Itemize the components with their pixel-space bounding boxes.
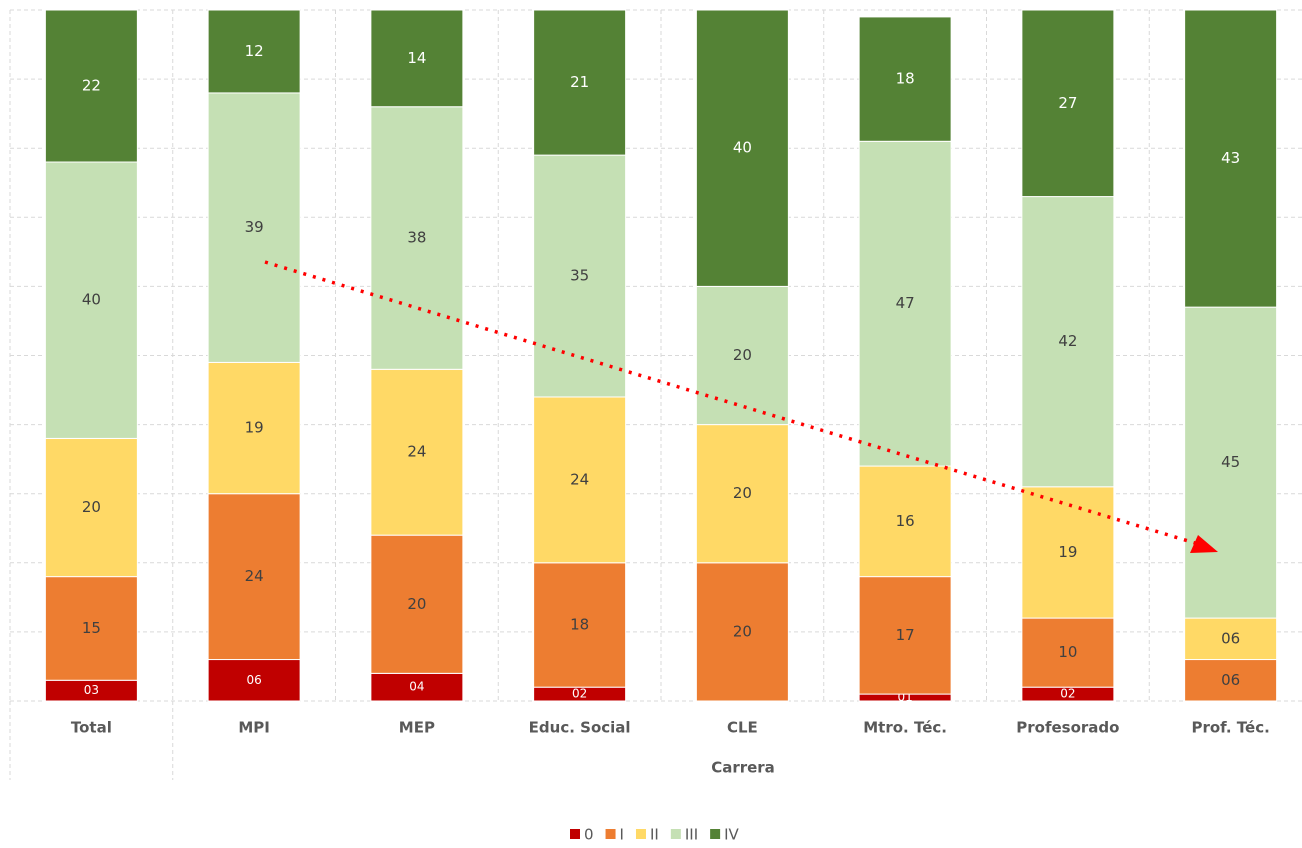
data-label: 04 (409, 680, 424, 694)
data-label: 12 (245, 42, 264, 60)
data-label: 24 (407, 443, 426, 461)
data-label: 20 (733, 622, 752, 640)
data-label: 21 (570, 73, 589, 91)
bar-segment (1021, 617, 1115, 688)
bar-segment (858, 140, 952, 467)
bar-segment (207, 361, 301, 495)
bar-segment (1021, 9, 1115, 198)
data-label: 38 (407, 229, 426, 247)
bar-segment (695, 285, 789, 426)
bar-segment (1184, 659, 1278, 702)
data-label: 27 (1058, 94, 1077, 112)
data-label: 03 (84, 683, 99, 697)
data-label: 19 (245, 419, 264, 437)
bar-segment (1184, 617, 1278, 661)
data-label: 45 (1221, 453, 1240, 471)
legend-swatch (605, 829, 616, 839)
data-label: 16 (896, 512, 915, 530)
bar-segment (44, 576, 138, 681)
bar-segment (533, 562, 627, 688)
legend-label: IV (724, 826, 739, 844)
bar-segment (370, 368, 464, 536)
data-label: 06 (246, 673, 261, 687)
bar-segment (370, 106, 464, 370)
legend-swatch (670, 829, 681, 839)
data-label: 19 (1058, 543, 1077, 561)
bar-segment (1184, 306, 1278, 619)
trend-arrow (264, 260, 1196, 545)
bar-segment (44, 437, 138, 578)
x-tick-label: Educ. Social (529, 719, 631, 737)
bar-segment (533, 154, 627, 398)
data-label: 02 (1060, 687, 1075, 701)
bar-segment (1021, 196, 1115, 488)
data-label: 20 (733, 484, 752, 502)
data-label: 24 (570, 470, 589, 488)
bar-segment (370, 9, 464, 108)
bar-segment (695, 424, 789, 564)
data-label: 14 (407, 49, 426, 67)
bar-segment (695, 562, 789, 702)
bar-segment (533, 396, 627, 564)
bar-segment (858, 465, 952, 578)
bar-segment (695, 9, 789, 287)
data-label: 43 (1221, 149, 1240, 167)
bar-segment (533, 9, 627, 156)
data-label: 40 (733, 139, 752, 157)
data-label: 17 (896, 626, 915, 644)
x-axis-label: Carrera (711, 759, 775, 777)
bar-segment (858, 16, 952, 142)
data-label: 02 (572, 687, 587, 701)
legend-swatch (635, 829, 646, 839)
trend-arrowhead (1190, 535, 1218, 553)
data-label: 24 (245, 567, 264, 585)
data-label: 47 (896, 294, 915, 312)
bar-segment (207, 493, 301, 661)
x-tick-label: MEP (399, 719, 435, 737)
data-label: 15 (82, 619, 101, 637)
data-label: 06 (1221, 671, 1240, 689)
data-label: 22 (82, 77, 101, 95)
legend-label: III (685, 826, 698, 844)
data-label: 20 (82, 498, 101, 516)
bar-segment (207, 9, 301, 94)
bar-segment (370, 534, 464, 674)
x-tick-label: Profesorado (1016, 719, 1119, 737)
legend-label: II (650, 826, 659, 844)
x-tick-label: Mtro. Téc. (863, 719, 947, 737)
x-tick-label: Total (71, 719, 112, 737)
data-label: 18 (570, 615, 589, 633)
data-label: 35 (570, 267, 589, 285)
legend-label: I (620, 826, 624, 844)
data-label: 20 (407, 595, 426, 613)
x-tick-label: CLE (727, 719, 758, 737)
bar-segment (858, 576, 952, 695)
x-tick-label: Prof. Téc. (1191, 719, 1269, 737)
legend: 0 I II III IV (570, 826, 740, 844)
legend-swatch (570, 829, 580, 839)
data-label: 10 (1058, 643, 1077, 661)
data-label: 06 (1221, 629, 1240, 647)
bar-segment (370, 672, 464, 702)
x-tick-label: MPI (238, 719, 270, 737)
bar-segment (44, 9, 138, 163)
data-label: 18 (896, 70, 915, 88)
bar-segment (44, 161, 138, 439)
legend-label: 0 (584, 826, 594, 844)
data-label: 39 (245, 218, 264, 236)
bar-segment (207, 92, 301, 363)
data-label: 42 (1058, 332, 1077, 350)
data-label: 40 (82, 291, 101, 309)
legend-swatch (710, 829, 721, 839)
data-label: 20 (733, 346, 752, 364)
bar-segment (1184, 9, 1278, 308)
